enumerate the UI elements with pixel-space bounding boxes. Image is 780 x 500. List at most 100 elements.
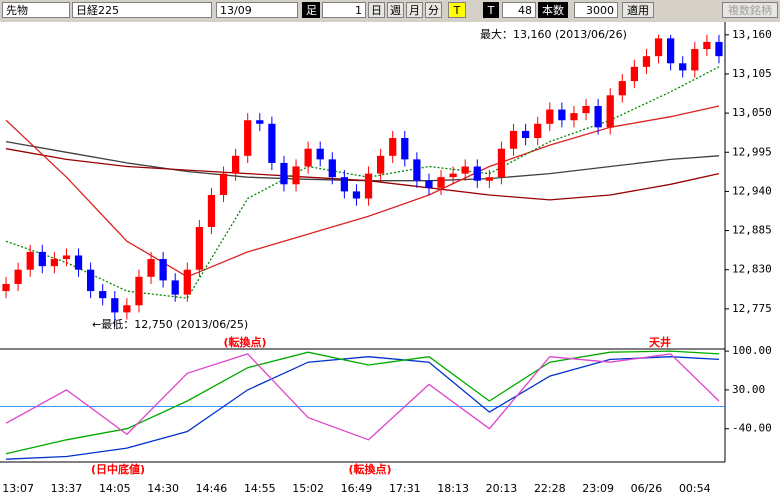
candle-body (667, 38, 675, 64)
candle-body (207, 194, 216, 227)
candle-body (534, 123, 542, 139)
candle-body (111, 298, 119, 313)
x-tick-label: 13:07 (2, 482, 34, 495)
y-tick-label: -40.00 (732, 422, 772, 435)
candle-body (159, 259, 167, 281)
candle-body (522, 130, 530, 139)
week-button[interactable]: 週 (387, 2, 404, 18)
candle-body (292, 166, 300, 185)
line (5, 350, 720, 455)
candle-body (340, 177, 348, 192)
candle-body (461, 166, 469, 174)
candle-body (268, 123, 276, 163)
x-tick-label: 17:31 (389, 482, 421, 495)
candle-body (364, 173, 373, 199)
plot-background (0, 22, 725, 462)
candle-body (195, 226, 203, 270)
candle-body (14, 269, 22, 284)
market-select[interactable]: 先物 (2, 2, 70, 18)
x-tick-label: 14:55 (244, 482, 276, 495)
y-tick-label: 12,830 (732, 263, 772, 276)
candle-body (594, 105, 602, 128)
candle-body (437, 177, 445, 188)
y-tick-label: 12,885 (732, 224, 772, 237)
candle-body (232, 155, 240, 174)
candle-body (618, 81, 626, 96)
bar-label: 足 (302, 2, 320, 18)
candle-body (316, 148, 324, 160)
candle-body (244, 120, 252, 156)
candle-body (425, 180, 433, 188)
candle-body (62, 255, 71, 260)
candle-body (171, 280, 179, 295)
candle-body (630, 66, 638, 82)
candle-body (219, 173, 228, 195)
annotation: (日中底値) (91, 462, 145, 476)
candle-body (50, 259, 58, 267)
month-button[interactable]: 月 (406, 2, 423, 18)
y-tick-label: 13,160 (732, 28, 772, 41)
count-label: 本数 (538, 2, 568, 18)
candle-body (38, 251, 46, 267)
candle-body (401, 138, 409, 160)
bar-count[interactable]: 1 (322, 2, 366, 18)
x-tick-label: 13:37 (51, 482, 83, 495)
day-button[interactable]: 日 (368, 2, 385, 18)
line (5, 356, 720, 460)
x-tick-label: 00:54 (679, 482, 711, 495)
index-select[interactable]: 日経225 (72, 2, 212, 18)
multi-button[interactable]: 複数銘柄 (722, 2, 778, 18)
count-value[interactable]: 3000 (574, 2, 618, 18)
annotation: ←最低：12,750 (2013/06/25) (92, 318, 248, 331)
candle-body (642, 56, 651, 67)
candle-body (679, 63, 687, 71)
x-tick-label: 22:28 (534, 482, 566, 495)
y-tick-label: 13,105 (732, 67, 772, 80)
y-tick-label: 13,050 (732, 106, 772, 119)
x-tick-label: 20:13 (486, 482, 518, 495)
candle-body (135, 276, 143, 306)
candle-body (377, 155, 385, 174)
candle-body (703, 41, 711, 50)
candle-body (183, 269, 191, 295)
tick-button[interactable]: T (448, 2, 466, 18)
candle-body (582, 105, 590, 114)
toolbar: 先物 日経225 13/09 足 1 日 週 月 分 T T 48 本数 300… (0, 0, 780, 22)
apply-button[interactable]: 適用 (622, 2, 654, 18)
t-value[interactable]: 48 (502, 2, 536, 18)
x-tick-label: 06/26 (631, 482, 663, 495)
candle-body (389, 138, 397, 156)
y-tick-label: 30.00 (732, 383, 765, 396)
x-tick-label: 23:09 (582, 482, 614, 495)
candle-body (147, 259, 155, 277)
candle-body (328, 159, 336, 178)
candle-body (123, 305, 131, 313)
candle-body (87, 269, 95, 292)
candle-body (304, 148, 312, 167)
candle-body (256, 120, 264, 124)
x-tick-label: 14:30 (147, 482, 179, 495)
candle-body (509, 130, 518, 149)
candle-body (352, 191, 361, 199)
y-tick-label: 12,940 (732, 184, 772, 197)
candle-body (26, 251, 34, 270)
x-tick-label: 18:13 (437, 482, 469, 495)
candle-body (280, 162, 288, 185)
contract-select[interactable]: 13/09 (216, 2, 298, 18)
line (5, 353, 720, 441)
candle-body (654, 38, 663, 57)
candle-body (715, 41, 723, 57)
y-tick-label: 12,775 (732, 302, 772, 315)
candle-body (99, 291, 107, 299)
minute-button[interactable]: 分 (425, 2, 442, 18)
candle-body (2, 283, 10, 292)
candle-body (413, 159, 421, 181)
chart: 13,160 13,105 13,050 12,995 12,940 12,885 12,8… (0, 22, 772, 495)
candle-body (497, 148, 506, 178)
x-tick-label: 15:02 (292, 482, 324, 495)
t-label: T (483, 2, 499, 18)
annotation: 天井 (649, 335, 671, 349)
candle-body (546, 109, 554, 124)
x-tick-label: 14:46 (196, 482, 228, 495)
